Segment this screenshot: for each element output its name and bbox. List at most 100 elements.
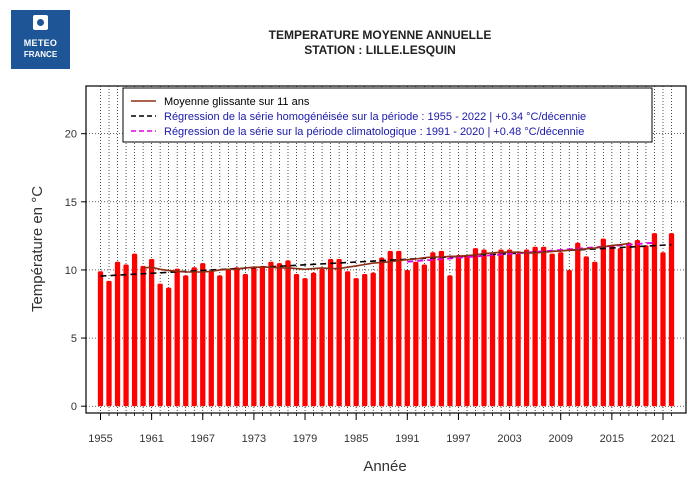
bar-1995 bbox=[438, 250, 445, 407]
bar-1992 bbox=[413, 261, 419, 407]
bar-2015 bbox=[609, 245, 615, 407]
chart-title-line1: TEMPERATURE MOYENNE ANNUELLE bbox=[268, 28, 492, 42]
axes: 0 5 10 15 20 1955 1961 1967 1973 1979 1985 1991 1997… bbox=[65, 129, 675, 445]
bar-1973 bbox=[251, 267, 257, 407]
bar-2020 bbox=[651, 233, 658, 407]
bar-2010 bbox=[566, 269, 572, 407]
y-tick-label: 20 bbox=[65, 129, 77, 141]
bar-1958 bbox=[123, 264, 129, 407]
bar-1975 bbox=[268, 261, 274, 407]
bar-1987 bbox=[370, 272, 376, 407]
x-tick-label: 2009 bbox=[548, 433, 572, 445]
bar-2021 bbox=[660, 252, 666, 407]
bar-1972 bbox=[242, 274, 249, 407]
bar-2003 bbox=[506, 249, 513, 407]
x-tick-label: 1967 bbox=[191, 433, 215, 445]
bar-1969 bbox=[217, 275, 223, 407]
bar-1967 bbox=[200, 263, 206, 407]
bar-2022 bbox=[668, 233, 675, 407]
bar-1988 bbox=[379, 257, 385, 407]
bar-1964 bbox=[174, 268, 180, 407]
chart-title-line2: STATION : LILLE.LESQUIN bbox=[304, 43, 456, 57]
bar-2013 bbox=[592, 261, 598, 407]
bar-2005 bbox=[523, 249, 530, 407]
x-tick-label: 1955 bbox=[88, 433, 112, 445]
bar-1979 bbox=[302, 278, 308, 407]
bar-1976 bbox=[276, 263, 283, 407]
bar-2008 bbox=[549, 253, 555, 407]
bar-2019 bbox=[643, 245, 649, 407]
bar-1962 bbox=[157, 283, 163, 407]
y-tick-label: 10 bbox=[65, 265, 77, 277]
bar-1989 bbox=[387, 250, 393, 407]
x-tick-label: 1961 bbox=[139, 433, 163, 445]
bar-1998 bbox=[464, 254, 470, 407]
bar-2000 bbox=[481, 249, 487, 407]
bar-1961 bbox=[148, 259, 155, 407]
bar-1966 bbox=[191, 267, 197, 407]
bar-1981 bbox=[319, 268, 325, 407]
bar-2007 bbox=[541, 246, 547, 407]
x-tick-label: 1979 bbox=[293, 433, 317, 445]
bar-1994 bbox=[430, 252, 436, 407]
legend-box bbox=[122, 87, 653, 143]
regression-line-1955-2022 bbox=[100, 243, 672, 277]
bar-1990 bbox=[396, 250, 402, 407]
bar-2012 bbox=[583, 256, 589, 407]
bar-2009 bbox=[558, 252, 564, 407]
logo-text-line1: METEO bbox=[23, 38, 58, 48]
moving-average-line bbox=[143, 242, 630, 273]
bar-1978 bbox=[293, 274, 300, 407]
plot-frame bbox=[85, 85, 687, 414]
x-tick-label: 1985 bbox=[344, 433, 368, 445]
x-tick-label: 2015 bbox=[600, 433, 624, 445]
legend: Moyenne glissante sur 11 ans Régression … bbox=[122, 87, 653, 143]
bar-1996 bbox=[447, 275, 453, 407]
meteo-france-logo: METEO FRANCE bbox=[11, 10, 70, 69]
bar-2014 bbox=[600, 238, 606, 407]
x-tick-label: 1973 bbox=[242, 433, 266, 445]
legend-label-moving-average: Moyenne glissante sur 11 ans bbox=[164, 96, 310, 108]
x-tick-label: 1997 bbox=[446, 433, 470, 445]
bar-2004 bbox=[515, 253, 521, 407]
y-tick-label: 15 bbox=[65, 197, 77, 209]
bar-1957 bbox=[114, 261, 121, 407]
bar-1991 bbox=[404, 269, 410, 407]
bar-1983 bbox=[336, 259, 342, 407]
x-tick-label: 2003 bbox=[497, 433, 521, 445]
x-tick-label: 1991 bbox=[395, 433, 419, 445]
y-tick-label: 0 bbox=[71, 401, 77, 413]
bar-2017 bbox=[626, 242, 632, 407]
bar-1956 bbox=[106, 280, 112, 407]
chart-title: TEMPERATURE MOYENNE ANNUELLE STATION : L… bbox=[230, 28, 530, 58]
bar-1968 bbox=[208, 271, 214, 407]
bar-2006 bbox=[532, 246, 538, 407]
trend-lines bbox=[100, 241, 672, 277]
bar-1980 bbox=[310, 272, 317, 407]
bar-1974 bbox=[259, 265, 266, 407]
bar-1985 bbox=[353, 278, 359, 407]
bar-1955 bbox=[97, 271, 104, 407]
x-tick-label: 2021 bbox=[651, 433, 675, 445]
bar-1959 bbox=[131, 253, 138, 407]
bar-1993 bbox=[421, 264, 427, 407]
bar-2011 bbox=[575, 242, 581, 407]
bar-1963 bbox=[166, 287, 172, 407]
bar-1997 bbox=[455, 254, 462, 407]
bar-1984 bbox=[345, 271, 351, 407]
bar-1977 bbox=[285, 260, 291, 407]
bar-2016 bbox=[617, 248, 624, 407]
y-axis-label: Température en °C bbox=[29, 186, 46, 312]
logo-emblem-icon bbox=[33, 15, 48, 30]
bar-2002 bbox=[498, 249, 504, 407]
bar-1986 bbox=[362, 274, 368, 407]
bar-1960 bbox=[140, 265, 146, 407]
bar-1999 bbox=[472, 248, 479, 407]
bar-1965 bbox=[183, 275, 189, 407]
bar-1970 bbox=[225, 268, 231, 407]
bar-2001 bbox=[489, 254, 496, 407]
logo-text-line2: FRANCE bbox=[23, 50, 58, 59]
bar-2018 bbox=[634, 239, 641, 407]
bar-1982 bbox=[327, 259, 334, 407]
